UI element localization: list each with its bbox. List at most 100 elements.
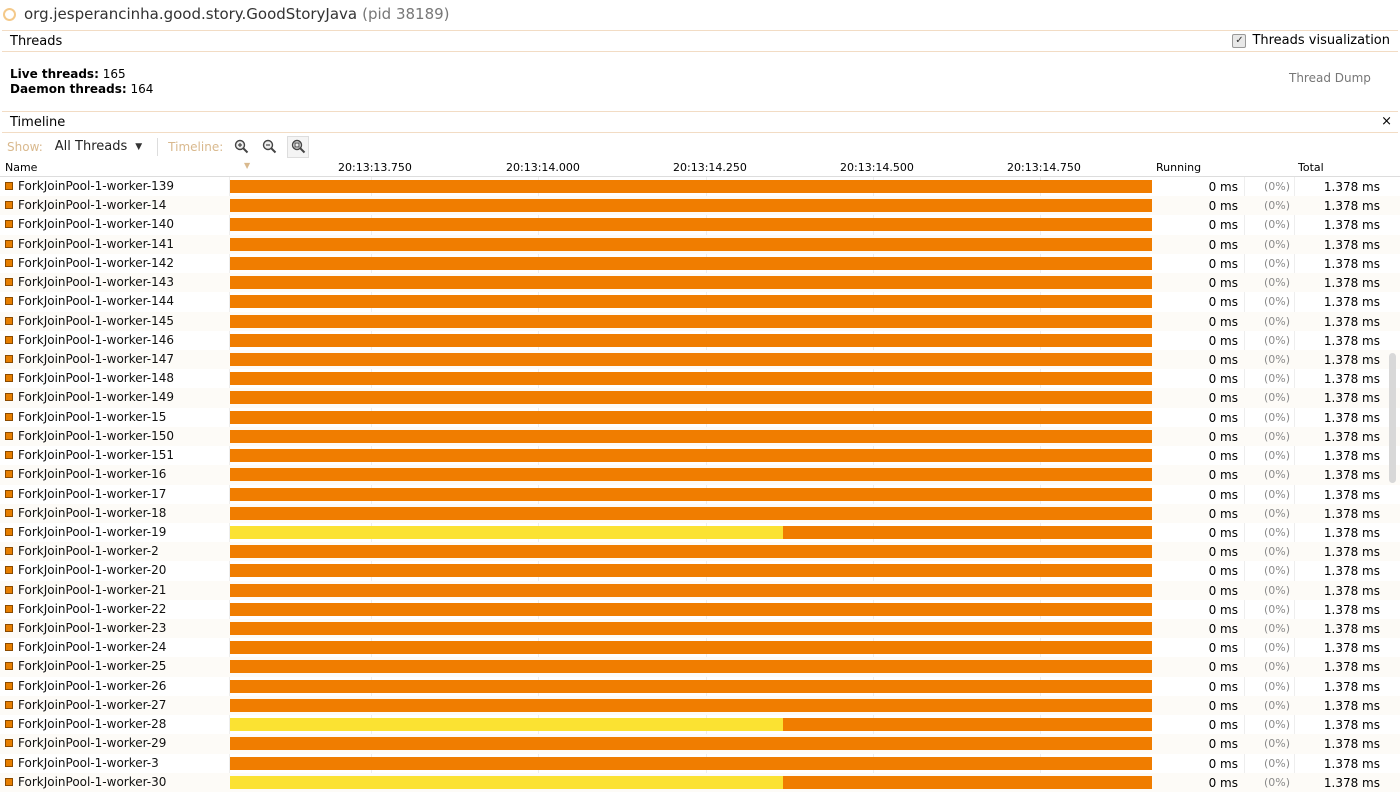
thread-row[interactable]: ForkJoinPool-1-worker-140 0 ms (0%) 1.378 m… [0, 215, 1400, 234]
thread-row[interactable]: ForkJoinPool-1-worker-21 0 ms (0%) 1.378 ms [0, 580, 1400, 600]
thread-running-time: 0 ms [1208, 756, 1238, 771]
thread-name: ForkJoinPool-1-worker-20 [18, 563, 167, 578]
thread-timeline-bar [230, 276, 1152, 290]
thread-running-percent: (0%) [1263, 583, 1290, 597]
thread-state-icon [5, 489, 13, 498]
thread-total-time: 1.378 ms [1323, 660, 1380, 675]
window-pid: (pid 38189) [362, 5, 450, 23]
thread-running-percent: (0%) [1263, 449, 1290, 463]
thread-row[interactable]: ForkJoinPool-1-worker-145 0 ms (0%) 1.378 m… [0, 311, 1400, 331]
show-filter-dropdown[interactable]: All Threads [54, 139, 128, 154]
thread-state-icon [5, 566, 13, 575]
thread-name: ForkJoinPool-1-worker-142 [18, 255, 175, 270]
thread-state-icon [5, 585, 13, 594]
thread-row[interactable]: ForkJoinPool-1-worker-147 0 ms (0%) 1.378 m… [0, 349, 1400, 370]
thread-row[interactable]: ForkJoinPool-1-worker-2 0 ms (0%) 1.378 ms [0, 542, 1400, 562]
thread-row[interactable]: ForkJoinPool-1-worker-139 0 ms (0%) 1.378 m… [0, 177, 1400, 196]
thread-running-time: 0 ms [1208, 737, 1238, 752]
thread-running-percent: (0%) [1263, 660, 1290, 674]
thread-state-icon [5, 470, 13, 479]
thread-row[interactable]: ForkJoinPool-1-worker-23 0 ms (0%) 1.378 ms [0, 619, 1400, 639]
thread-running-time: 0 ms [1208, 641, 1238, 656]
thread-running-time: 0 ms [1208, 487, 1238, 502]
app-status-icon [3, 7, 16, 21]
zoom-in-icon[interactable] [231, 137, 251, 157]
thread-total-time: 1.378 ms [1323, 199, 1380, 214]
thread-timeline-bar [230, 180, 1152, 193]
zoom-out-icon[interactable] [259, 137, 279, 157]
thread-name: ForkJoinPool-1-worker-143 [18, 275, 175, 290]
thread-row[interactable]: ForkJoinPool-1-worker-14 0 ms (0%) 1.378 ms [0, 196, 1400, 216]
thread-dump-button[interactable]: Thread Dump [1289, 71, 1371, 85]
thread-row[interactable]: ForkJoinPool-1-worker-3 0 ms (0%) 1.378 ms [0, 754, 1400, 773]
thread-row[interactable]: ForkJoinPool-1-worker-16 0 ms (0%) 1.378 ms [0, 465, 1400, 485]
thread-row[interactable]: ForkJoinPool-1-worker-150 0 ms (0%) 1.378 m… [0, 426, 1400, 447]
zoom-fit-icon[interactable] [287, 135, 310, 158]
thread-row[interactable]: ForkJoinPool-1-worker-26 0 ms (0%) 1.378 ms [0, 677, 1400, 696]
thread-state-icon [5, 201, 13, 210]
thread-state-icon [5, 508, 13, 517]
thread-timeline-bar [230, 737, 1152, 751]
thread-row[interactable]: ForkJoinPool-1-worker-28 0 ms (0%) 1.378 ms [0, 715, 1400, 734]
live-threads-label: Live threads: [10, 67, 99, 81]
thread-row[interactable]: ForkJoinPool-1-worker-151 0 ms (0%) 1.378 m… [0, 446, 1400, 465]
column-total[interactable]: Total [1298, 161, 1324, 174]
thread-row[interactable]: ForkJoinPool-1-worker-144 0 ms (0%) 1.378 m… [0, 292, 1400, 311]
thread-row[interactable]: ForkJoinPool-1-worker-22 0 ms (0%) 1.378 ms [0, 600, 1400, 619]
thread-row[interactable]: ForkJoinPool-1-worker-27 0 ms (0%) 1.378 ms [0, 695, 1400, 716]
thread-row[interactable]: ForkJoinPool-1-worker-148 0 ms (0%) 1.378 m… [0, 369, 1400, 388]
daemon-threads-label: Daemon threads: [10, 82, 127, 96]
thread-running-time: 0 ms [1208, 468, 1238, 483]
thread-row[interactable]: ForkJoinPool-1-worker-149 0 ms (0%) 1.378 m… [0, 388, 1400, 408]
column-name[interactable]: Name [5, 161, 38, 174]
thread-running-time: 0 ms [1208, 276, 1238, 291]
thread-running-percent: (0%) [1263, 545, 1290, 559]
check-icon[interactable]: ✓ [1232, 33, 1247, 48]
thread-running-percent: (0%) [1263, 641, 1290, 655]
thread-state-icon [5, 643, 13, 652]
thread-name: ForkJoinPool-1-worker-28 [18, 717, 167, 732]
thread-row[interactable]: ForkJoinPool-1-worker-15 0 ms (0%) 1.378 ms [0, 408, 1400, 427]
thread-row[interactable]: ForkJoinPool-1-worker-146 0 ms (0%) 1.378 m… [0, 331, 1400, 350]
thread-total-time: 1.378 ms [1323, 602, 1380, 617]
threads-visualization-toggle[interactable]: ✓ Threads visualization [1232, 33, 1390, 48]
thread-running-percent: (0%) [1263, 372, 1290, 386]
thread-state-icon [5, 739, 13, 748]
thread-total-time: 1.378 ms [1323, 218, 1380, 233]
thread-name: ForkJoinPool-1-worker-22 [18, 601, 167, 616]
thread-timeline-bar [230, 295, 1152, 309]
thread-name: ForkJoinPool-1-worker-2 [18, 544, 159, 559]
thread-running-percent: (0%) [1263, 525, 1290, 539]
thread-row[interactable]: ForkJoinPool-1-worker-142 0 ms (0%) 1.378 m… [0, 254, 1400, 273]
thread-total-time: 1.378 ms [1323, 391, 1380, 406]
thread-state-icon [5, 412, 13, 421]
thread-timeline-bar [230, 449, 1152, 463]
thread-total-time: 1.378 ms [1323, 564, 1380, 579]
column-running[interactable]: Running [1156, 161, 1202, 174]
thread-row[interactable]: ForkJoinPool-1-worker-17 0 ms (0%) 1.378 ms [0, 485, 1400, 504]
thread-running-time: 0 ms [1208, 237, 1238, 252]
thread-row[interactable]: ForkJoinPool-1-worker-19 0 ms (0%) 1.378 ms [0, 523, 1400, 542]
thread-name: ForkJoinPool-1-worker-29 [18, 736, 167, 751]
timeline-section-title: Timeline [10, 114, 66, 130]
thread-row[interactable]: ForkJoinPool-1-worker-143 0 ms (0%) 1.378 m… [0, 273, 1400, 293]
thread-row[interactable]: ForkJoinPool-1-worker-24 0 ms (0%) 1.378 ms [0, 638, 1400, 657]
close-icon[interactable]: × [1381, 114, 1392, 129]
thread-timeline-bar [230, 237, 1152, 251]
thread-running-time: 0 ms [1208, 622, 1238, 637]
thread-row[interactable]: ForkJoinPool-1-worker-18 0 ms (0%) 1.378 ms [0, 503, 1400, 523]
thread-row[interactable]: ForkJoinPool-1-worker-141 0 ms (0%) 1.378 m… [0, 234, 1400, 254]
thread-row[interactable]: ForkJoinPool-1-worker-20 0 ms (0%) 1.378 ms [0, 561, 1400, 580]
thread-row[interactable]: ForkJoinPool-1-worker-25 0 ms (0%) 1.378 ms [0, 657, 1400, 677]
thread-row[interactable]: ForkJoinPool-1-worker-30 0 ms (0%) 1.378 ms [0, 772, 1400, 792]
thread-running-percent: (0%) [1263, 276, 1290, 290]
chevron-down-icon[interactable]: ▼ [135, 141, 143, 152]
thread-state-icon [5, 604, 13, 613]
vertical-scrollbar[interactable] [1389, 353, 1396, 483]
thread-state-icon [5, 720, 13, 729]
thread-running-time: 0 ms [1208, 698, 1238, 713]
threads-visualization-label: Threads visualization [1252, 33, 1390, 48]
thread-row[interactable]: ForkJoinPool-1-worker-29 0 ms (0%) 1.378 ms [0, 734, 1400, 754]
thread-name: ForkJoinPool-1-worker-25 [18, 659, 167, 674]
thread-running-percent: (0%) [1263, 622, 1290, 636]
